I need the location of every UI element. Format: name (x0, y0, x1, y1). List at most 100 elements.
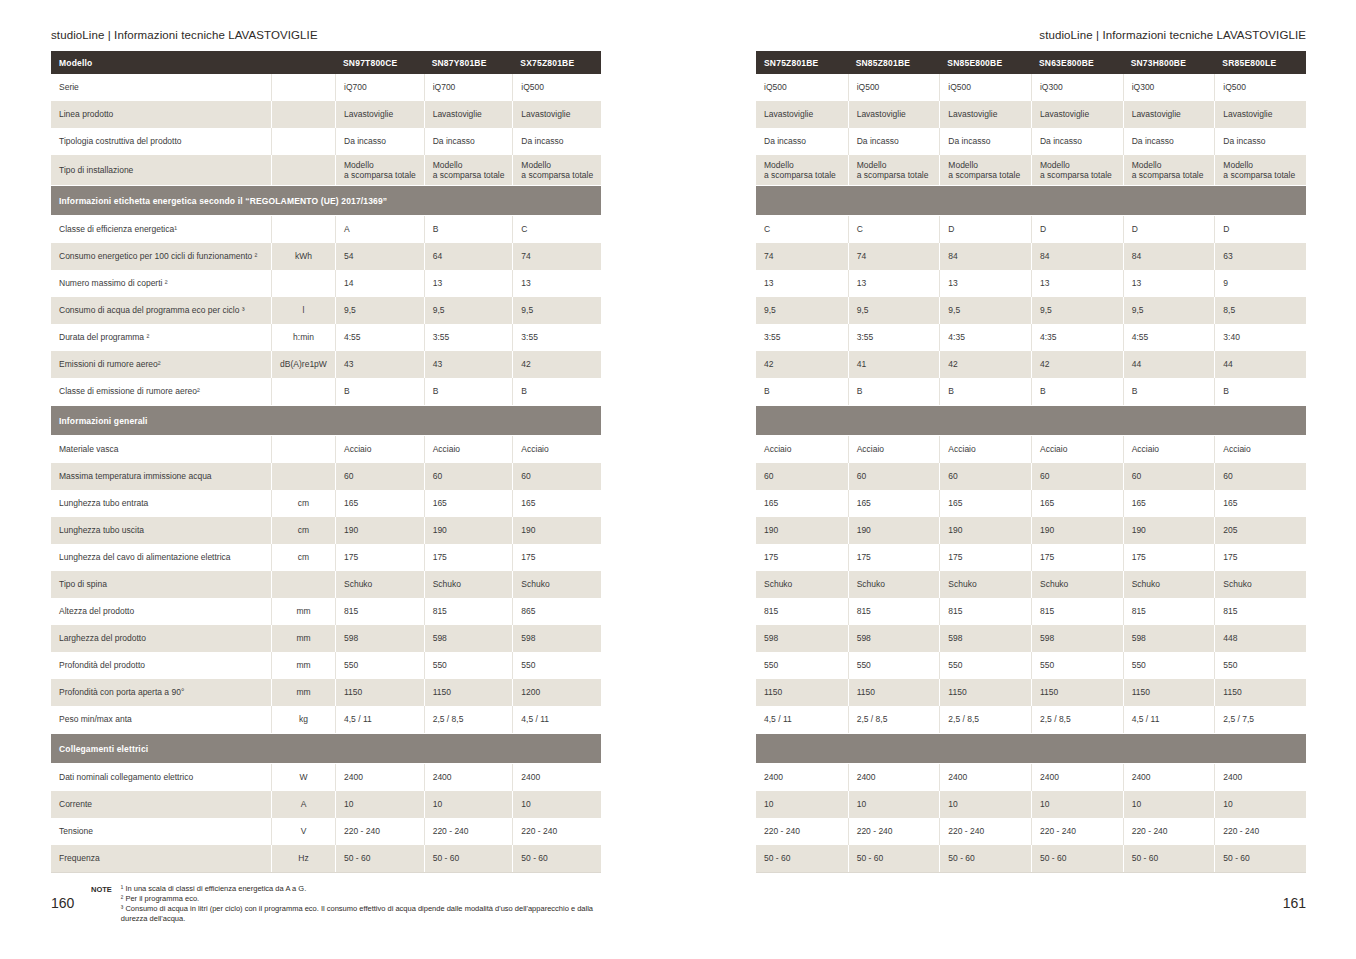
value-cell: 10 (512, 791, 601, 818)
value-cell: 43 (335, 351, 424, 378)
table-row: BBBBBB (756, 378, 1306, 405)
value-cell: 50 - 60 (1031, 845, 1123, 872)
value-cell: 815 (1123, 598, 1215, 625)
value-cell: 2400 (1123, 764, 1215, 791)
value-cell: 13 (424, 270, 513, 297)
value-cell: iQ500 (512, 74, 601, 101)
table-row: Consumo di acqua del programma eco per c… (51, 297, 601, 324)
value-cell: 175 (756, 544, 848, 571)
value-cell: 550 (1214, 652, 1306, 679)
value-cell: 1150 (1214, 679, 1306, 706)
value-cell: 42 (512, 351, 601, 378)
value-cell: 598 (756, 625, 848, 652)
value-cell: 42 (1031, 351, 1123, 378)
value-cell: 84 (939, 243, 1031, 270)
value-cell: 44 (1214, 351, 1306, 378)
value-cell: Lavastoviglie (939, 101, 1031, 128)
value-cell: 165 (335, 490, 424, 517)
unit-cell (271, 436, 335, 463)
unit-cell: W (271, 764, 335, 791)
value-cell: Da incasso (939, 128, 1031, 155)
value-cell: 10 (335, 791, 424, 818)
value-cell: 9,5 (1031, 297, 1123, 324)
row-label: Lunghezza tubo uscita (51, 517, 271, 544)
value-cell: 550 (756, 652, 848, 679)
table-row: Tipologia costruttiva del prodotto Da inc… (51, 128, 601, 155)
table-row: Tipo di installazioneModello a scomparsa… (51, 155, 601, 185)
value-cell: 550 (424, 652, 513, 679)
table-row: 9,59,59,59,59,58,5 (756, 297, 1306, 324)
value-cell: 10 (1031, 791, 1123, 818)
row-label: Materiale vasca (51, 436, 271, 463)
value-cell: iQ300 (1031, 74, 1123, 101)
table-row: CorrenteA101010 (51, 791, 601, 818)
value-cell: 598 (848, 625, 940, 652)
value-cell: B (1214, 378, 1306, 405)
value-cell: B (424, 378, 513, 405)
unit-cell: h:min (271, 324, 335, 351)
value-cell: 190 (335, 517, 424, 544)
table-row: 747484848463 (756, 243, 1306, 270)
unit-cell: cm (271, 544, 335, 571)
value-cell: 74 (848, 243, 940, 270)
table-row: 50 - 6050 - 6050 - 6050 - 6050 - 6050 - … (756, 845, 1306, 872)
notes-lines: ¹ In una scala di classi di efficienza e… (121, 884, 601, 925)
value-cell: A (335, 216, 424, 243)
value-cell: C (756, 216, 848, 243)
value-cell: 50 - 60 (756, 845, 848, 872)
model-header: SN85E800BE (939, 58, 1031, 68)
unit-cell: V (271, 818, 335, 845)
value-cell: 598 (1031, 625, 1123, 652)
value-cell: iQ300 (1123, 74, 1215, 101)
table-row: 240024002400240024002400 (756, 764, 1306, 791)
table-row: Materiale vascaAcciaioAcciaioAcciaio (51, 436, 601, 463)
value-cell: Lavastoviglie (512, 101, 601, 128)
value-cell: 165 (756, 490, 848, 517)
value-cell: 44 (1123, 351, 1215, 378)
value-cell: 1150 (1123, 679, 1215, 706)
value-cell: 9,5 (1123, 297, 1215, 324)
value-cell: 175 (939, 544, 1031, 571)
value-cell: Schuko (1214, 571, 1306, 598)
row-label: Tipo di spina (51, 571, 271, 598)
table-row: FrequenzaHz50 - 6050 - 6050 - 60 (51, 845, 601, 872)
section-bar: Informazioni generali (51, 406, 601, 435)
value-cell: 9 (1214, 270, 1306, 297)
table-row: 101010101010 (756, 791, 1306, 818)
value-cell: Schuko (848, 571, 940, 598)
value-cell: 1150 (756, 679, 848, 706)
value-cell: 42 (939, 351, 1031, 378)
row-label: Profondità del prodotto (51, 652, 271, 679)
table-row: Lunghezza tubo uscitacm190190190 (51, 517, 601, 544)
value-cell: Da incasso (335, 128, 424, 155)
value-cell: 815 (1031, 598, 1123, 625)
value-cell: Lavastoviglie (1214, 101, 1306, 128)
unit-cell (271, 216, 335, 243)
row-label: Tipologia costruttiva del prodotto (51, 128, 271, 155)
row-label: Serie (51, 74, 271, 101)
value-cell: 165 (1214, 490, 1306, 517)
value-cell: Acciaio (756, 436, 848, 463)
value-cell: 175 (848, 544, 940, 571)
value-cell: 60 (1031, 463, 1123, 490)
unit-cell: cm (271, 490, 335, 517)
value-cell: 8,5 (1214, 297, 1306, 324)
value-cell: 550 (848, 652, 940, 679)
table-row: iQ500iQ500iQ500iQ300iQ300iQ500 (756, 74, 1306, 101)
row-label: Emissioni di rumore aereo² (51, 351, 271, 378)
value-cell: 10 (848, 791, 940, 818)
value-cell: Acciaio (939, 436, 1031, 463)
table-row: Dati nominali collegamento elettricoW240… (51, 764, 601, 791)
value-cell: 84 (1031, 243, 1123, 270)
value-cell: 2400 (512, 764, 601, 791)
table-row: 175175175175175175 (756, 544, 1306, 571)
model-header: SN63E800BE (1031, 58, 1123, 68)
row-label: Tipo di installazione (51, 155, 271, 185)
value-cell: 84 (1123, 243, 1215, 270)
value-cell: iQ500 (1214, 74, 1306, 101)
value-cell: 2,5 / 8,5 (424, 706, 513, 733)
spec-table-left: ModelloSN97T800CESN87Y801BESX75Z801BESer… (51, 51, 601, 873)
catalog-spread: studioLine | Informazioni tecniche LAVAS… (0, 0, 1356, 959)
value-cell: Modello a scomparsa totale (756, 155, 848, 185)
value-cell: 1150 (335, 679, 424, 706)
